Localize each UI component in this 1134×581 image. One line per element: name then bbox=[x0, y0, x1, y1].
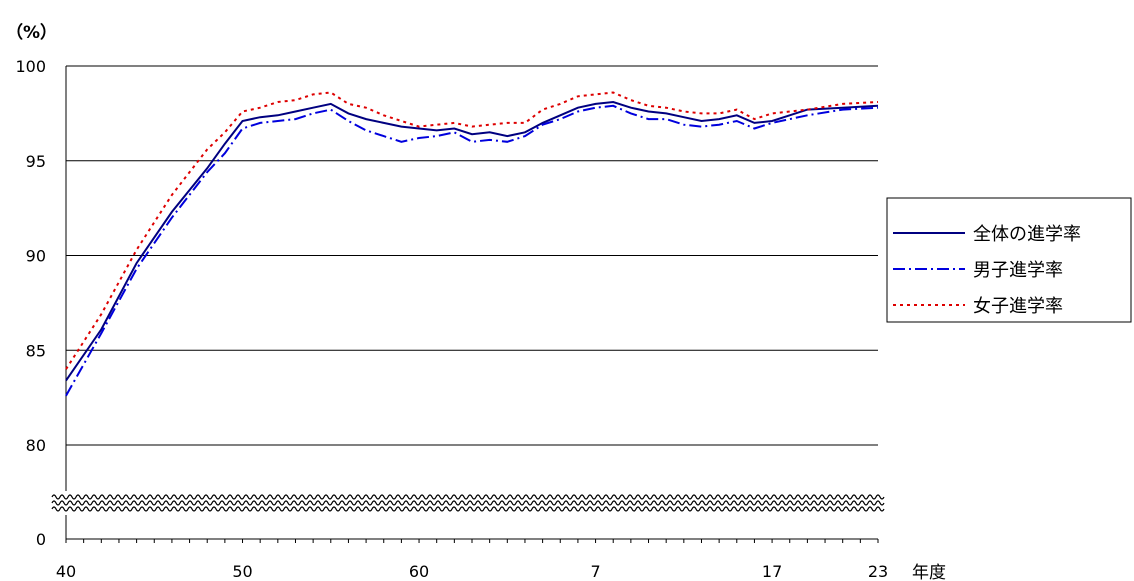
y-tick-label: 95 bbox=[26, 152, 46, 171]
break-wave-line bbox=[51, 494, 885, 500]
x-tick-label: 50 bbox=[232, 562, 252, 581]
gridlines bbox=[66, 65, 878, 540]
series-lines bbox=[65, 91, 879, 397]
axis-break-mark bbox=[51, 491, 885, 515]
x-tick-label: 7 bbox=[590, 562, 600, 581]
legend-label: 女子進学率 bbox=[973, 296, 1063, 317]
y-tick-label: 0 bbox=[36, 530, 46, 549]
y-tick-label: 90 bbox=[26, 247, 46, 266]
break-wave-line bbox=[51, 500, 885, 506]
x-tick-label: 40 bbox=[56, 562, 76, 581]
series-line-dashdot bbox=[65, 104, 879, 397]
x-tick-label: 60 bbox=[409, 562, 429, 581]
y-tick-labels: 100 95 90 85 80 0 bbox=[15, 57, 46, 549]
y-tick-label: 85 bbox=[26, 341, 46, 360]
legend-box bbox=[886, 197, 1132, 323]
x-unit-label: 年度 bbox=[912, 563, 946, 581]
y-tick-label: 100 bbox=[15, 57, 46, 76]
x-tick-label: 23 bbox=[868, 562, 888, 581]
break-wave-line bbox=[51, 506, 885, 512]
x-tick-label: 17 bbox=[762, 562, 782, 581]
series-line-solid bbox=[65, 100, 879, 382]
legend-label: 全体の進学率 bbox=[973, 224, 1081, 245]
x-tick-labels: 40 50 60 7 17 23 bbox=[56, 539, 888, 581]
legend-label: 男子進学率 bbox=[973, 260, 1063, 281]
y-unit-label: （%） bbox=[6, 22, 57, 43]
y-tick-label: 80 bbox=[26, 436, 46, 455]
